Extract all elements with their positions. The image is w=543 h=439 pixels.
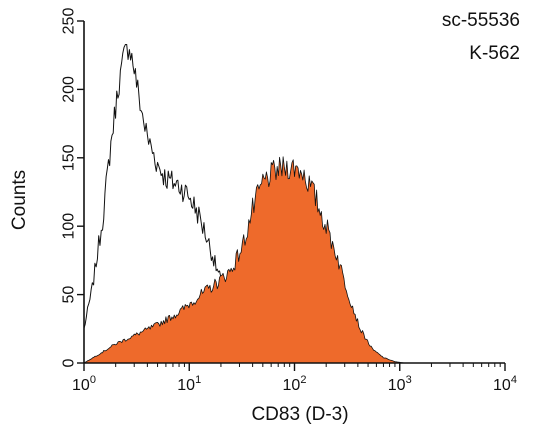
y-tick-label: 250 <box>61 8 78 35</box>
y-tick-label: 0 <box>61 358 78 367</box>
x-tick-label: 101 <box>177 374 201 394</box>
y-axis-title: Counts <box>9 170 30 230</box>
series-1-filled-histogram <box>83 156 405 364</box>
y-tick-label: 150 <box>61 144 78 171</box>
y-tick-group: 0 50 100 150 200 250 <box>61 8 84 367</box>
x-tick-label: 100 <box>72 374 96 394</box>
y-tick-label: 50 <box>61 286 78 304</box>
x-tick-group: 100 101 102 103 104 <box>72 363 517 394</box>
x-axis-title: CD83 (D-3) <box>251 404 348 425</box>
x-tick-label: 102 <box>283 374 307 394</box>
y-tick-label: 200 <box>61 76 78 103</box>
annotation-cell-line: K-562 <box>469 43 520 64</box>
y-tick-label: 100 <box>61 213 78 240</box>
x-tick-label: 103 <box>388 374 412 394</box>
annotation-product-code: sc-55536 <box>442 10 520 31</box>
series-layer <box>83 43 405 364</box>
x-tick-label: 104 <box>493 374 517 394</box>
